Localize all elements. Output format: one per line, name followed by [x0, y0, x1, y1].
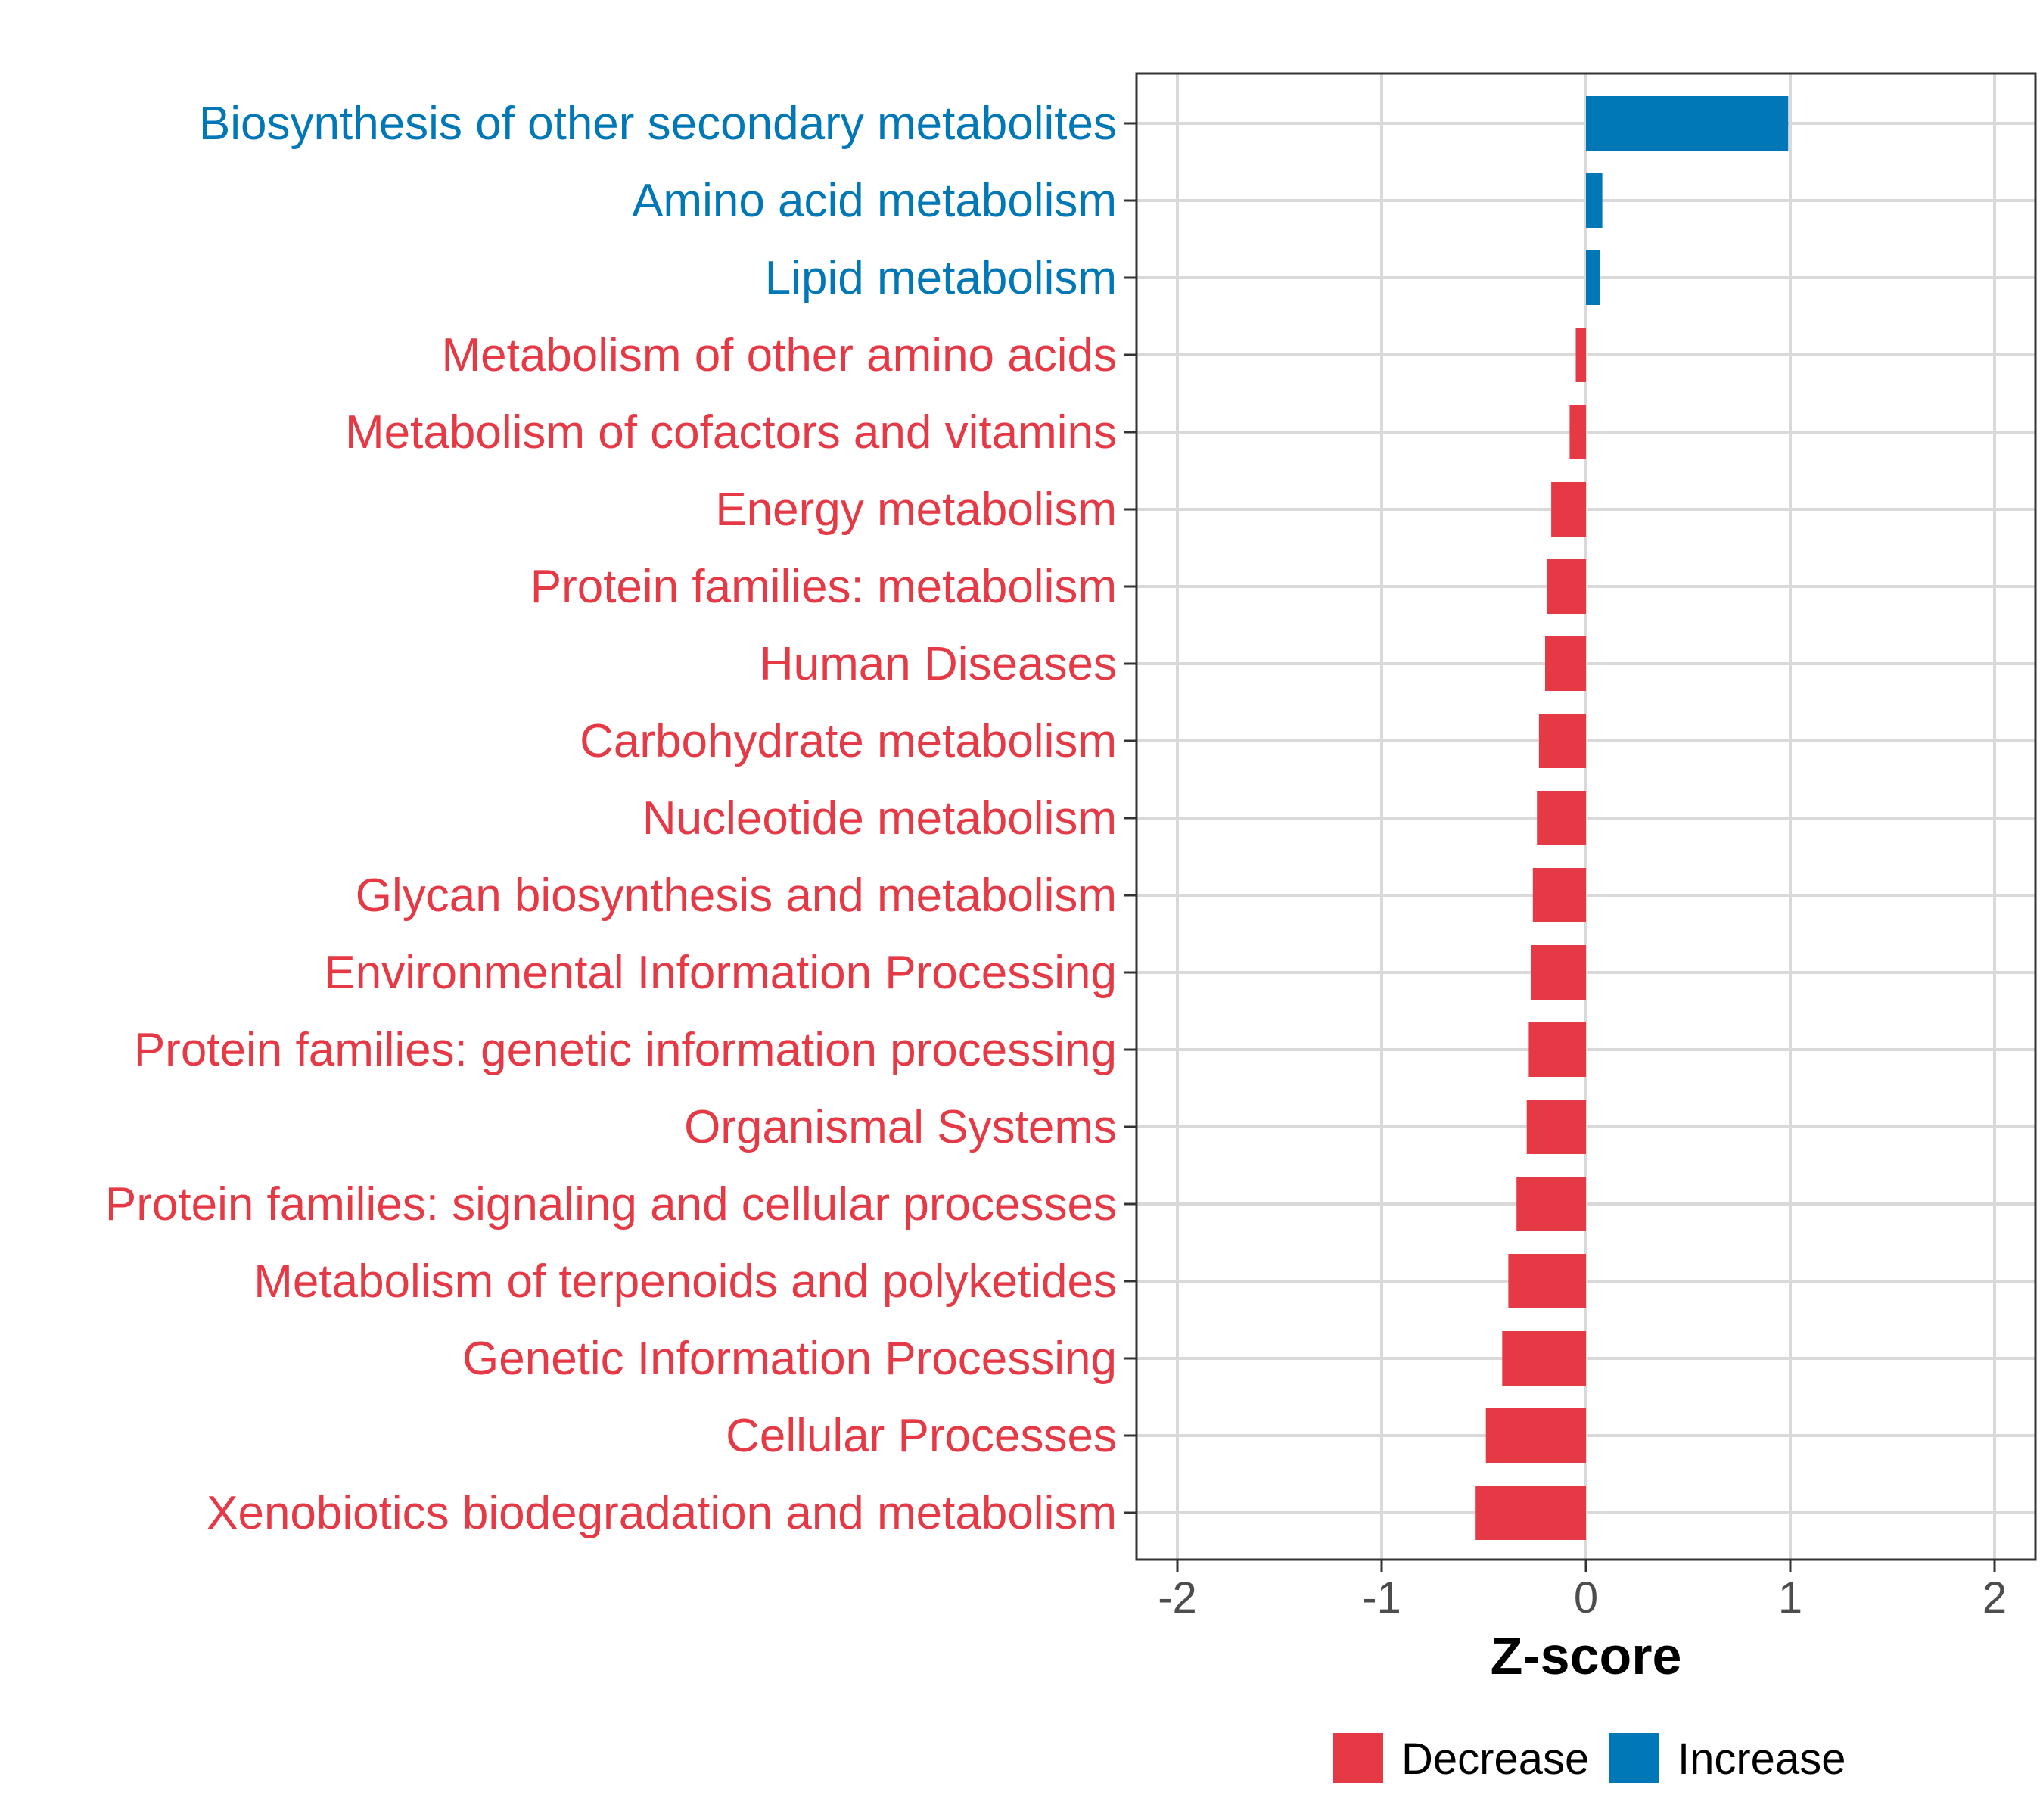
bar — [1538, 714, 1586, 768]
category-label: Biosynthesis of other secondary metaboli… — [199, 98, 1117, 150]
bar — [1545, 636, 1586, 691]
category-label: Organismal Systems — [684, 1101, 1117, 1153]
legend-swatch — [1609, 1733, 1659, 1783]
x-tick-label: -1 — [1362, 1573, 1401, 1622]
legend-label: Decrease — [1401, 1734, 1589, 1784]
bar — [1569, 405, 1586, 459]
bar — [1537, 791, 1586, 845]
bar — [1586, 173, 1603, 228]
category-label: Environmental Information Processing — [324, 947, 1117, 999]
bar — [1586, 96, 1789, 151]
bar — [1508, 1254, 1586, 1308]
category-label: Protein families: signaling and cellular… — [105, 1178, 1117, 1230]
category-label: Protein families: genetic information pr… — [134, 1024, 1117, 1076]
legend-swatch — [1333, 1733, 1383, 1783]
bar — [1502, 1331, 1586, 1386]
category-label: Protein families: metabolism — [530, 561, 1117, 613]
bar — [1485, 1408, 1586, 1463]
bar — [1476, 1486, 1586, 1540]
category-label: Lipid metabolism — [765, 252, 1117, 304]
category-label: Amino acid metabolism — [632, 175, 1117, 227]
category-label: Nucleotide metabolism — [642, 792, 1117, 845]
x-axis-title: Z-score — [1491, 1626, 1682, 1685]
bar — [1547, 559, 1586, 614]
x-tick-label: -2 — [1158, 1573, 1197, 1622]
category-label: Energy metabolism — [715, 484, 1117, 536]
bar — [1586, 250, 1600, 305]
legend-label: Increase — [1678, 1734, 1846, 1784]
category-label: Carbohydrate metabolism — [580, 715, 1117, 767]
category-label: Metabolism of terpenoids and polyketides — [253, 1255, 1117, 1308]
x-axis-ticks: -2 -1 0 1 2 — [1158, 1560, 2007, 1622]
category-label: Genetic Information Processing — [462, 1333, 1117, 1385]
x-tick-label: 2 — [1982, 1573, 2007, 1622]
category-label: Metabolism of cofactors and vitamins — [345, 406, 1117, 459]
bar — [1526, 1100, 1586, 1154]
category-label: Glycan biosynthesis and metabolism — [356, 870, 1117, 922]
x-tick-label: 0 — [1574, 1573, 1598, 1622]
legend: Decrease Increase — [1333, 1733, 1846, 1784]
category-label: Human Diseases — [760, 638, 1117, 690]
bar — [1516, 1177, 1586, 1231]
category-label: Cellular Processes — [726, 1410, 1117, 1462]
x-tick-label: 1 — [1778, 1573, 1802, 1622]
bar — [1551, 482, 1586, 537]
bar — [1532, 868, 1586, 922]
bar — [1531, 945, 1586, 1000]
bar — [1575, 328, 1586, 382]
bars — [1476, 96, 1789, 1540]
y-axis-ticks: Biosynthesis of other secondary metaboli… — [105, 98, 1137, 1539]
bar — [1528, 1022, 1586, 1077]
category-label: Metabolism of other amino acids — [441, 329, 1117, 381]
category-label: Xenobiotics biodegradation and metabolis… — [207, 1487, 1117, 1539]
